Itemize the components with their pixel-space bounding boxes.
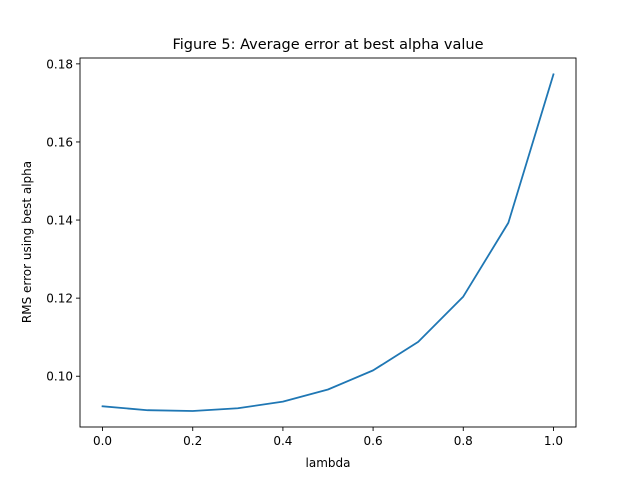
- series-line: [101, 73, 555, 412]
- x-tick-label: 0.0: [93, 434, 112, 448]
- chart-title: Figure 5: Average error at best alpha va…: [172, 37, 483, 53]
- y-tick-label: 0.18: [46, 57, 73, 71]
- x-axis-label: lambda: [306, 456, 351, 470]
- x-tick-label: 0.4: [273, 434, 292, 448]
- y-axis-ticks: 0.10 0.12 0.14 0.16 0.18: [46, 57, 80, 384]
- y-tick-label: 0.10: [46, 370, 73, 384]
- series-layer: [101, 73, 555, 412]
- plot-area: 0.0 0.2 0.4 0.6 0.8 1.0 0.10 0.12 0.14 0.16 0.18: [46, 57, 577, 448]
- x-axis-ticks: 0.0 0.2 0.4 0.6 0.8 1.0: [93, 427, 563, 448]
- x-tick-label: 0.8: [454, 434, 473, 448]
- x-tick-label: 0.2: [183, 434, 202, 448]
- y-tick-label: 0.14: [46, 214, 73, 228]
- axes-frame: [79, 57, 577, 428]
- x-tick-label: 1.0: [544, 434, 563, 448]
- x-tick-label: 0.6: [364, 434, 383, 448]
- y-axis-label: RMS error using best alpha: [20, 161, 34, 323]
- y-tick-label: 0.12: [46, 292, 73, 306]
- y-tick-label: 0.16: [46, 135, 73, 149]
